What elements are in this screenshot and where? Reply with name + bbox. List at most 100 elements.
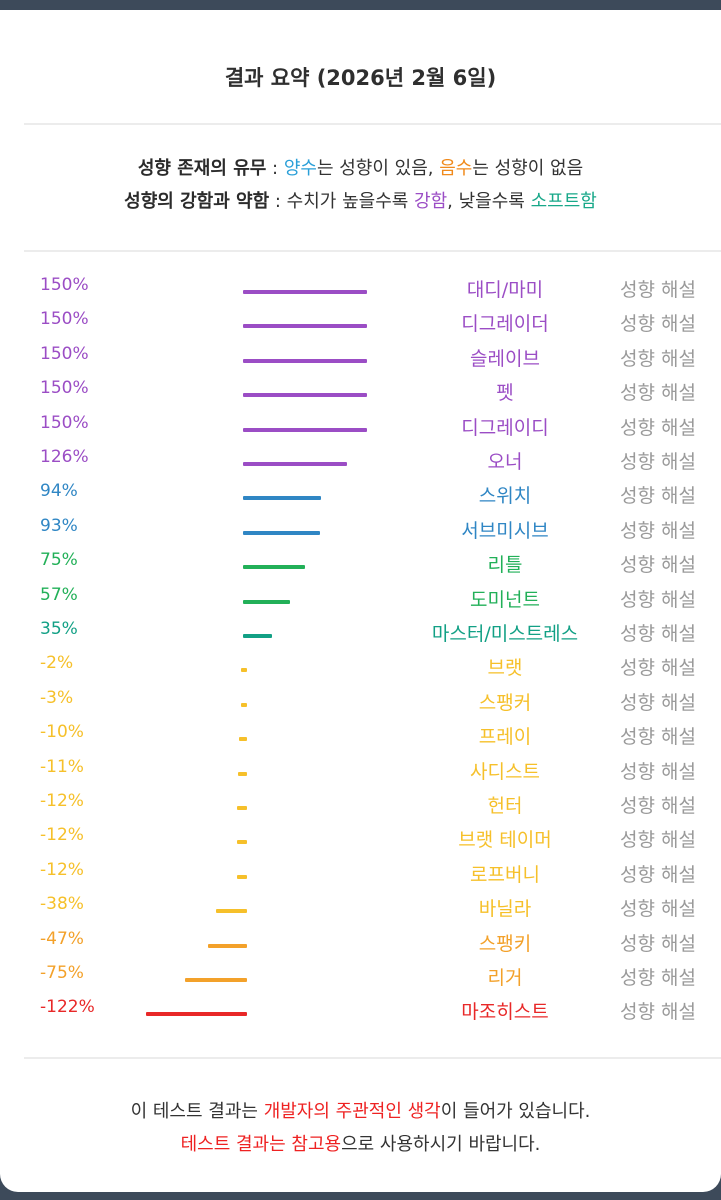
tendency-explain-link[interactable]: 성향 해설 (620, 691, 696, 714)
bar (208, 943, 247, 948)
bar (243, 427, 367, 432)
chart-row: -2% 브랫 성향 해설 (0, 650, 721, 684)
disclaimer: 이 테스트 결과는 개발자의 주관적인 생각이 들어가 있습니다. 테스트 결과… (0, 1095, 721, 1161)
bar (243, 290, 367, 294)
legend-strength-heading: 성향의 강함과 약함 (124, 191, 270, 212)
data-label: -47% (40, 928, 84, 949)
tendency-explain-link[interactable]: 성향 해설 (620, 519, 696, 542)
tendency-explain-link[interactable]: 성향 해설 (620, 863, 696, 886)
data-label: 150% (40, 309, 89, 330)
page-title: 결과 요약 (2026년 2월 6일) (224, 66, 497, 90)
chart-row: -12% 로프버니 성향 해설 (0, 857, 721, 891)
divider (24, 250, 721, 252)
disclaimer-text: 으로 사용하시기 바랍니다. (341, 1134, 541, 1155)
category-label[interactable]: 마스터/미스트레스 (431, 623, 579, 645)
bar (243, 530, 320, 535)
category-label[interactable]: 도미넌트 (470, 588, 540, 611)
legend-presence-heading: 성향 존재의 유무 (137, 158, 267, 179)
bar (237, 874, 247, 879)
category-label[interactable]: 스팽커 (478, 691, 532, 714)
tendency-explain-link[interactable]: 성향 해설 (620, 313, 696, 336)
chart-row: -47% 스팽키 성향 해설 (0, 926, 721, 960)
category-label[interactable]: 사디스트 (470, 760, 540, 783)
data-label: 150% (40, 412, 89, 433)
bar (243, 496, 321, 501)
category-label[interactable]: 마조히스트 (461, 1001, 549, 1024)
bar (243, 599, 291, 604)
data-label: 126% (40, 447, 89, 467)
category-label[interactable]: 디그레이더 (461, 313, 549, 336)
bar (241, 702, 247, 707)
category-label[interactable]: 스팽키 (478, 932, 532, 955)
tendency-explain-link[interactable]: 성향 해설 (620, 451, 696, 473)
category-label[interactable]: 서브미시브 (461, 519, 549, 542)
disclaimer-text: 이 들어가 있습니다. (440, 1101, 591, 1122)
chart-row: -3% 스팽커 성향 해설 (0, 685, 721, 719)
category-label[interactable]: 브랫 (487, 657, 523, 680)
chart-row: -10% 프레이 성향 해설 (0, 719, 721, 753)
disclaimer-line-2: 테스트 결과는 참고용으로 사용하시기 바랍니다. (0, 1128, 721, 1161)
tendency-explain-link[interactable]: 성향 해설 (620, 588, 696, 611)
tendency-explain-link[interactable]: 성향 해설 (620, 279, 696, 301)
category-label[interactable]: 헌터 (487, 795, 523, 817)
data-label: -12% (40, 859, 84, 880)
legend-text: 는 성향이 있음, (316, 158, 440, 179)
data-label: -2% (40, 653, 74, 674)
category-label[interactable]: 프레이 (478, 726, 532, 749)
tendency-explain-link[interactable]: 성향 해설 (620, 554, 696, 577)
tendency-bar-chart: 150% 대디/마미 성향 해설 150% 디그레이더 성향 해설 150% 슬레이브 성향 해… (0, 272, 721, 1062)
chart-row: 150% 디그레이더 성향 해설 (0, 306, 721, 340)
tendency-explain-link[interactable]: 성향 해설 (620, 932, 696, 955)
tendency-explain-link[interactable]: 성향 해설 (620, 382, 696, 405)
chart-row: 57% 도미넌트 성향 해설 (0, 582, 721, 616)
divider (24, 123, 721, 125)
data-label: 75% (40, 550, 78, 571)
chart-row: 150% 펫 성향 해설 (0, 375, 721, 409)
tendency-explain-link[interactable]: 성향 해설 (620, 416, 696, 439)
bar (243, 462, 348, 466)
bar (238, 737, 247, 742)
data-label: -10% (40, 722, 84, 743)
tendency-explain-link[interactable]: 성향 해설 (620, 829, 696, 852)
category-label[interactable]: 대디/마미 (466, 279, 544, 301)
tendency-explain-link[interactable]: 성향 해설 (620, 623, 696, 645)
chart-row: -12% 브랫 테이머 성향 해설 (0, 822, 721, 856)
bar (237, 806, 247, 810)
category-label[interactable]: 디그레이디 (461, 416, 549, 439)
category-label[interactable]: 리거 (487, 967, 523, 989)
category-label[interactable]: 바닐라 (478, 898, 532, 921)
category-label[interactable]: 로프버니 (470, 863, 540, 886)
data-label: 94% (40, 481, 78, 502)
chart-row: -122% 마조히스트 성향 해설 (0, 994, 721, 1028)
tendency-explain-link[interactable]: 성향 해설 (620, 898, 696, 921)
data-label: -11% (40, 756, 84, 777)
category-label[interactable]: 리틀 (487, 554, 523, 577)
tendency-explain-link[interactable]: 성향 해설 (620, 795, 696, 817)
bar (146, 1012, 247, 1017)
disclaimer-highlight: 개발자의 주관적인 생각 (263, 1101, 441, 1122)
chart-row: -38% 바닐라 성향 해설 (0, 891, 721, 925)
tendency-explain-link[interactable]: 성향 해설 (620, 760, 696, 783)
tendency-explain-link[interactable]: 성향 해설 (620, 967, 696, 989)
legend-separator: : (266, 158, 284, 179)
disclaimer-text: 이 테스트 결과는 (130, 1101, 264, 1122)
data-label: 150% (40, 275, 89, 295)
bar (241, 668, 247, 673)
category-label[interactable]: 슬레이브 (470, 347, 540, 370)
category-label[interactable]: 펫 (496, 382, 514, 405)
chart-row: 75% 리틀 성향 해설 (0, 547, 721, 581)
tendency-explain-link[interactable]: 성향 해설 (620, 657, 696, 680)
category-label[interactable]: 오너 (487, 451, 523, 473)
legend-negative-word: 음수 (439, 158, 473, 179)
tendency-explain-link[interactable]: 성향 해설 (620, 347, 696, 370)
legend-line-presence: 성향 존재의 유무 : 양수는 성향이 있음, 음수는 성향이 없음 (0, 152, 721, 185)
tendency-explain-link[interactable]: 성향 해설 (620, 726, 696, 749)
tendency-explain-link[interactable]: 성향 해설 (620, 485, 696, 508)
legend-positive-word: 양수 (283, 158, 317, 179)
data-label: 35% (40, 619, 78, 639)
category-label[interactable]: 브랫 테이머 (458, 829, 552, 852)
tendency-explain-link[interactable]: 성향 해설 (620, 1001, 696, 1024)
category-label[interactable]: 스위치 (478, 485, 532, 508)
divider (24, 1057, 721, 1059)
